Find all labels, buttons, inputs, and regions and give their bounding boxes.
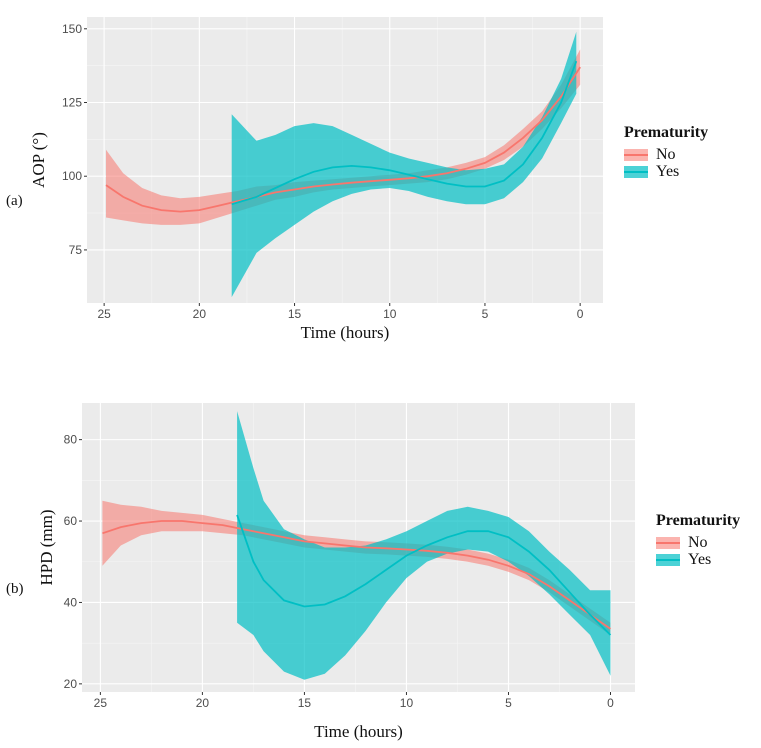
panel-a-label: (a) bbox=[6, 193, 23, 209]
line-no bbox=[102, 520, 612, 630]
x-tick-label: 5 bbox=[505, 696, 512, 710]
y-tick-label: 20 bbox=[64, 677, 78, 691]
y-tick-label: 75 bbox=[69, 243, 83, 257]
legend-title: Prematurity bbox=[656, 512, 741, 529]
x-tick-label: 25 bbox=[97, 307, 111, 321]
x-tick-label: 25 bbox=[94, 696, 108, 710]
legend-item-no: No bbox=[656, 534, 740, 551]
x-axis-title: Time (hours) bbox=[301, 323, 390, 342]
x-axis-title: Time (hours) bbox=[314, 722, 403, 741]
legend-title: Prematurity bbox=[624, 124, 709, 141]
ribbon-yes bbox=[231, 31, 577, 298]
legend-label-no: No bbox=[656, 145, 676, 163]
y-tick-label: 60 bbox=[64, 514, 78, 528]
x-tick-label: 10 bbox=[400, 696, 414, 710]
ribbon-no bbox=[106, 49, 581, 225]
y-axis-title: AOP (°) bbox=[29, 132, 48, 188]
legend-label-yes: Yes bbox=[656, 162, 680, 180]
ribbon-no bbox=[102, 500, 611, 635]
y-axis-title: HPD (mm) bbox=[37, 509, 56, 585]
x-tick-label: 20 bbox=[193, 307, 207, 321]
x-tick-label: 0 bbox=[577, 307, 584, 321]
legend-item-yes: Yes bbox=[656, 551, 740, 568]
legend-item-yes: Yes bbox=[624, 163, 708, 180]
y-tick-label: 125 bbox=[62, 96, 82, 110]
swatch-yes bbox=[656, 553, 680, 566]
x-tick-label: 15 bbox=[288, 307, 302, 321]
swatch-no bbox=[624, 148, 648, 161]
line-yes bbox=[236, 514, 612, 636]
x-tick-label: 0 bbox=[607, 696, 614, 710]
ribbon-yes bbox=[237, 411, 611, 680]
x-tick-label: 10 bbox=[383, 307, 397, 321]
legend-label-no: No bbox=[688, 533, 708, 551]
y-tick-label: 40 bbox=[64, 595, 78, 609]
chart-panel-b: 25 20 15 10 5 0 20 40 60 80 Time (hours) HPD (mm) bbox=[37, 403, 635, 741]
swatch-yes bbox=[624, 165, 648, 178]
y-tick-label: 150 bbox=[62, 22, 82, 36]
y-tick-label: 100 bbox=[62, 169, 82, 183]
x-tick-label: 5 bbox=[482, 307, 489, 321]
legend-a: Prematurity No Yes bbox=[624, 124, 708, 180]
legend-label-yes: Yes bbox=[688, 550, 712, 568]
swatch-no bbox=[656, 536, 680, 549]
y-tick-label: 80 bbox=[64, 433, 78, 447]
legend-b: Prematurity No Yes bbox=[656, 512, 740, 568]
x-tick-label: 15 bbox=[298, 696, 312, 710]
line-no bbox=[105, 66, 581, 213]
x-tick-label: 20 bbox=[196, 696, 210, 710]
panel-b-label: (b) bbox=[6, 581, 24, 597]
legend-item-no: No bbox=[624, 146, 708, 163]
line-yes bbox=[231, 60, 578, 206]
